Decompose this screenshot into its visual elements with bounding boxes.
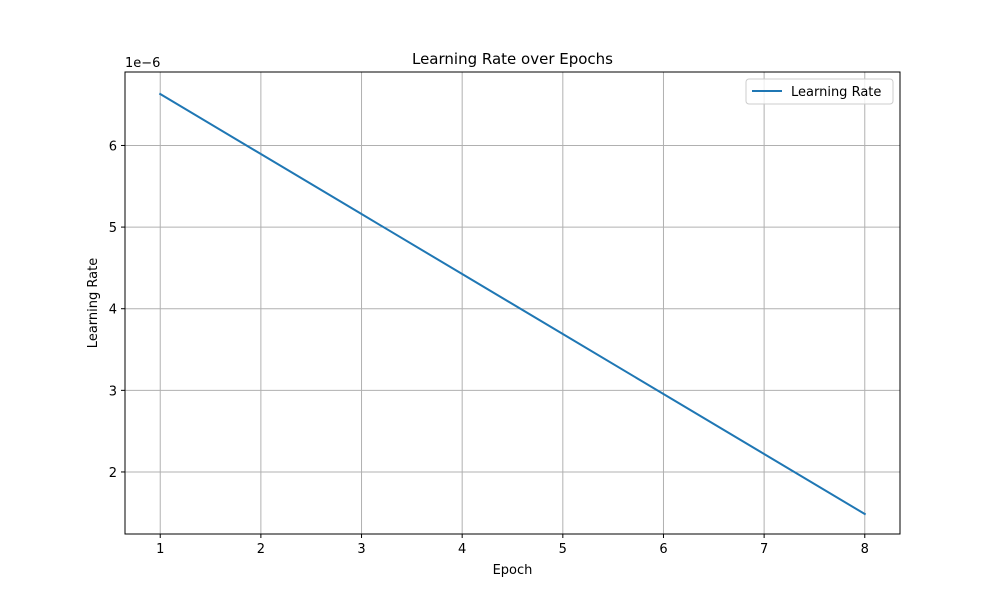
series-layer: [158, 92, 867, 516]
y-tick-label: 4: [109, 303, 117, 318]
grid: [125, 72, 900, 534]
legend-box: [745, 78, 894, 105]
x-tick-label: 3: [357, 542, 365, 557]
x-tick-label: 7: [760, 542, 768, 557]
x-tick-label: 5: [559, 542, 567, 557]
y-tick-label: 6: [109, 139, 117, 154]
x-tick-label: 6: [659, 542, 667, 557]
x-tick-label: 2: [257, 542, 265, 557]
ticks: 1 2 3 4 5 6 7 8 2 3 4 5 6: [109, 139, 869, 557]
legend-label: Learning Rate: [791, 85, 881, 100]
chart-title: Learning Rate over Epochs: [412, 50, 613, 68]
x-tick-label: 8: [861, 542, 869, 557]
x-axis-label: Epoch: [493, 563, 533, 578]
y-axis-offset-label: 1e−6: [125, 56, 160, 71]
y-tick-label: 2: [109, 466, 117, 481]
y-tick-label: 5: [109, 221, 117, 236]
y-axis-label: Learning Rate: [86, 258, 101, 348]
x-tick-label: 1: [156, 542, 164, 557]
x-tick-label: 4: [458, 542, 466, 557]
plot-frame: [124, 71, 901, 535]
y-tick-label: 3: [109, 384, 117, 399]
series-line: [158, 92, 867, 516]
legend: Learning Rate: [745, 78, 894, 105]
